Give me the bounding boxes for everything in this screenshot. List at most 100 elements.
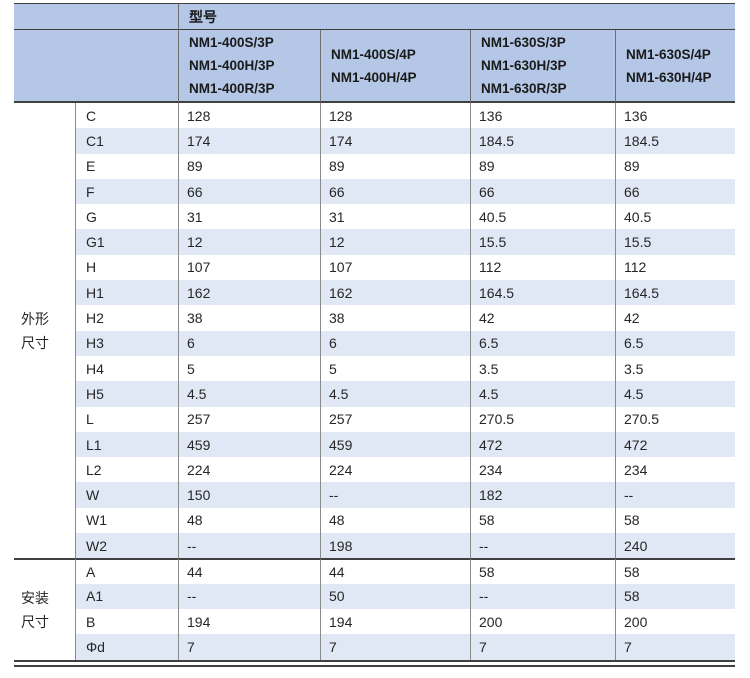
value-cell: 6.5 xyxy=(470,330,615,356)
value-cell: 128 xyxy=(178,103,320,129)
value-cell: 58 xyxy=(615,507,735,534)
dimension-cell: Φd xyxy=(75,634,178,660)
value-cell: 89 xyxy=(470,153,615,179)
model-name: NM1-630S/3P xyxy=(481,35,566,50)
value-cell: 40.5 xyxy=(470,204,615,230)
value-cell: 112 xyxy=(470,254,615,281)
value-cell: 15.5 xyxy=(470,229,615,255)
value-cell: 164.5 xyxy=(615,280,735,306)
dimension-cell: G1 xyxy=(75,229,178,255)
value-cell: 150 xyxy=(178,482,320,508)
dimension-cell: F xyxy=(75,178,178,205)
model-column-nm1-400-4p: NM1-400S/4P NM1-400H/4P xyxy=(320,30,470,103)
value-cell: 174 xyxy=(320,128,470,154)
value-cell: 48 xyxy=(178,507,320,534)
value-cell: 31 xyxy=(320,204,470,230)
value-cell: 6.5 xyxy=(615,330,735,356)
value-cell: 66 xyxy=(178,178,320,205)
value-cell: 4.5 xyxy=(615,381,735,407)
value-cell: 58 xyxy=(615,558,735,584)
dimension-cell: H3 xyxy=(75,330,178,356)
model-name: NM1-630H/3P xyxy=(481,58,567,73)
value-cell: 42 xyxy=(470,305,615,331)
value-cell: 234 xyxy=(615,457,735,483)
value-cell: 112 xyxy=(615,254,735,281)
value-cell: 50 xyxy=(320,583,470,609)
value-cell: 257 xyxy=(320,406,470,432)
value-cell: -- xyxy=(615,482,735,508)
header-corner-cell-2 xyxy=(14,30,178,103)
value-cell: 5 xyxy=(178,355,320,382)
value-cell: 31 xyxy=(178,204,320,230)
value-cell: 12 xyxy=(178,229,320,255)
group-label-1: 安装 尺寸 xyxy=(14,558,75,660)
dimension-cell: L1 xyxy=(75,431,178,458)
model-name: NM1-400R/3P xyxy=(189,81,275,96)
value-cell: 4.5 xyxy=(178,381,320,407)
model-name: NM1-400H/4P xyxy=(331,69,417,85)
value-cell: 38 xyxy=(178,305,320,331)
value-cell: 198 xyxy=(320,533,470,559)
table-bottom-rule xyxy=(14,659,735,667)
value-cell: 40.5 xyxy=(615,204,735,230)
value-cell: 257 xyxy=(178,406,320,432)
value-cell: -- xyxy=(470,583,615,609)
value-cell: 194 xyxy=(178,608,320,635)
value-cell: 174 xyxy=(178,128,320,154)
value-cell: 194 xyxy=(320,608,470,635)
value-cell: 89 xyxy=(178,153,320,179)
dimension-cell: A xyxy=(75,558,178,584)
dimension-cell: A1 xyxy=(75,583,178,609)
value-cell: -- xyxy=(178,533,320,559)
header-corner-cell xyxy=(14,3,178,30)
dimension-cell: W1 xyxy=(75,507,178,534)
value-cell: 184.5 xyxy=(615,128,735,154)
dimension-cell: H5 xyxy=(75,381,178,407)
value-cell: 66 xyxy=(470,178,615,205)
value-cell: 136 xyxy=(470,103,615,129)
model-name: NM1-400H/3P xyxy=(189,58,275,73)
value-cell: 7 xyxy=(470,634,615,660)
value-cell: 136 xyxy=(615,103,735,129)
dimension-cell: H4 xyxy=(75,355,178,382)
value-cell: 184.5 xyxy=(470,128,615,154)
value-cell: 459 xyxy=(178,431,320,458)
value-cell: 459 xyxy=(320,431,470,458)
value-cell: 162 xyxy=(178,280,320,306)
group-label-line: 安装 xyxy=(21,589,49,606)
value-cell: 38 xyxy=(320,305,470,331)
dimension-cell: H2 xyxy=(75,305,178,331)
model-name: NM1-400S/4P xyxy=(331,46,416,62)
dimension-cell: H xyxy=(75,254,178,281)
dimension-cell: E xyxy=(75,153,178,179)
dimension-cell: C xyxy=(75,103,178,129)
value-cell: -- xyxy=(320,482,470,508)
value-cell: 42 xyxy=(615,305,735,331)
value-cell: 89 xyxy=(615,153,735,179)
value-cell: 48 xyxy=(320,507,470,534)
model-column-nm1-400-3p: NM1-400S/3P NM1-400H/3P NM1-400R/3P xyxy=(178,30,320,103)
value-cell: 128 xyxy=(320,103,470,129)
value-cell: 89 xyxy=(320,153,470,179)
value-cell: -- xyxy=(470,533,615,559)
value-cell: -- xyxy=(178,583,320,609)
dimension-cell: L2 xyxy=(75,457,178,483)
value-cell: 5 xyxy=(320,355,470,382)
value-cell: 472 xyxy=(615,431,735,458)
model-column-nm1-630-4p: NM1-630S/4P NM1-630H/4P xyxy=(615,30,735,103)
value-cell: 270.5 xyxy=(470,406,615,432)
value-cell: 162 xyxy=(320,280,470,306)
value-cell: 58 xyxy=(470,507,615,534)
value-cell: 3.5 xyxy=(470,355,615,382)
value-cell: 270.5 xyxy=(615,406,735,432)
model-header-label: 型号 xyxy=(189,8,217,25)
dimension-cell: G xyxy=(75,204,178,230)
value-cell: 472 xyxy=(470,431,615,458)
model-name: NM1-400S/3P xyxy=(189,35,274,50)
value-cell: 200 xyxy=(470,608,615,635)
group-label-line: 外形 xyxy=(21,310,49,327)
value-cell: 240 xyxy=(615,533,735,559)
model-column-nm1-630-3p: NM1-630S/3P NM1-630H/3P NM1-630R/3P xyxy=(470,30,615,103)
value-cell: 107 xyxy=(320,254,470,281)
group-label-0: 外形 尺寸 xyxy=(14,103,75,559)
